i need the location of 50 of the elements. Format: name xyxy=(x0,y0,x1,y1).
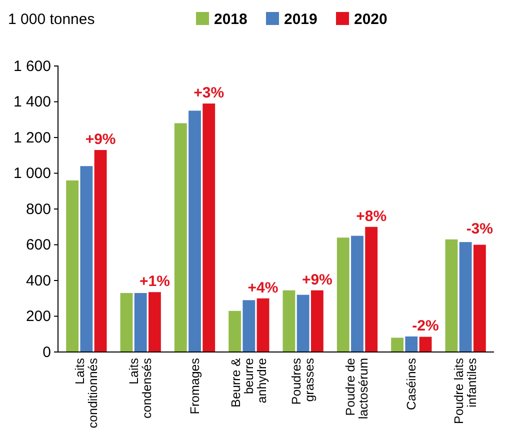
x-tick-label: Poudre laits infantiles xyxy=(452,358,480,424)
bar xyxy=(66,180,79,352)
bar xyxy=(445,239,458,352)
bar xyxy=(351,236,364,352)
bar xyxy=(473,244,486,352)
bar xyxy=(419,336,432,352)
annotation: +8% xyxy=(356,208,387,225)
bar xyxy=(459,242,472,352)
annotation: -2% xyxy=(412,317,439,334)
bar xyxy=(134,293,147,352)
y-tick-label: 800 xyxy=(26,200,51,218)
y-tick-label: 1 200 xyxy=(13,129,51,146)
bar xyxy=(310,290,324,352)
bar xyxy=(405,336,418,352)
x-tick-label: Caséines xyxy=(404,358,418,410)
bar xyxy=(148,292,161,352)
x-tick-label: Laits conditionnés xyxy=(72,358,100,428)
y-tick-label: 400 xyxy=(26,272,51,290)
x-tick-label: Beurre & beurre anhydre xyxy=(228,357,269,408)
y-tick-label: 200 xyxy=(26,308,51,326)
bar xyxy=(80,166,93,352)
y-tick-label: 1 400 xyxy=(13,94,51,111)
bar xyxy=(202,104,216,352)
bar xyxy=(120,293,133,352)
annotation: +1% xyxy=(139,273,170,290)
annotation: -3% xyxy=(466,220,494,238)
legend-label: 2019 xyxy=(284,11,318,28)
bar xyxy=(242,300,256,352)
y-tick-label: 1 000 xyxy=(13,165,51,182)
bar xyxy=(391,338,404,352)
bar xyxy=(256,298,270,352)
annotation: +4% xyxy=(248,279,278,296)
legend-label: 2018 xyxy=(214,11,248,28)
y-axis-title: 1 000 tonnes xyxy=(8,11,95,28)
bar xyxy=(94,150,107,352)
bar xyxy=(365,226,378,352)
bar xyxy=(296,294,310,352)
annotation: +3% xyxy=(194,84,224,102)
bar xyxy=(188,110,201,352)
annotation: +9% xyxy=(302,271,332,288)
bar xyxy=(228,310,242,352)
y-tick-label: 600 xyxy=(26,236,51,254)
legend-label: 2020 xyxy=(354,11,388,28)
bar xyxy=(336,238,350,352)
x-tick-label: Fromages xyxy=(188,358,202,414)
bar xyxy=(174,123,187,352)
y-tick-label: 1 600 xyxy=(13,58,51,75)
bar xyxy=(282,290,296,352)
y-tick-label: 0 xyxy=(42,344,51,361)
annotation: +9% xyxy=(85,131,116,148)
